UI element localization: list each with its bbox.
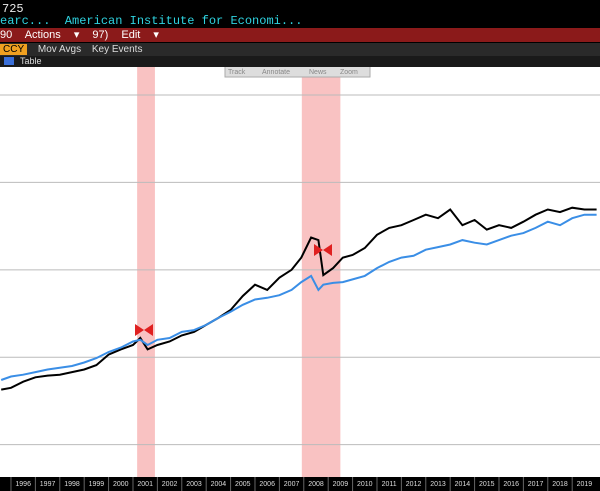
menu-label: Actions	[24, 29, 61, 41]
toolbar-button[interactable]: CCY	[0, 44, 28, 55]
ticker: 725	[2, 2, 24, 16]
recession-band	[301, 67, 341, 477]
plot-area	[0, 67, 600, 477]
x-tick-label: 1997	[40, 481, 56, 488]
x-tick-label: 2004	[211, 481, 227, 488]
x-tick-label: 2001	[137, 481, 153, 488]
x-tick-label: 2003	[186, 481, 202, 488]
series-line	[1, 206, 597, 391]
chart-icon[interactable]	[4, 57, 14, 65]
security-description: earc... American Institute for Economi..…	[0, 14, 303, 28]
x-tick-label: 2014	[455, 481, 471, 488]
series-line	[0, 213, 597, 381]
tool-button[interactable]: News	[309, 69, 327, 76]
x-tick-label: 2002	[162, 481, 178, 488]
x-tick-label: 2018	[552, 481, 568, 488]
menu-bar: 90 Actions ▾ 97) Edit ▾	[0, 28, 600, 42]
menu-label: Edit	[121, 29, 141, 41]
event-marker	[135, 324, 153, 336]
x-tick-label: 2012	[406, 481, 422, 488]
x-tick-label: 2016	[503, 481, 519, 488]
chart-tools: Track Annotate News Zoom	[224, 65, 371, 78]
x-tick-label: 2011	[382, 481, 397, 488]
x-tick-label: 2005	[235, 481, 251, 488]
x-tick-label: 2019	[577, 481, 593, 488]
x-tick-label: 2008	[308, 481, 324, 488]
tool-button[interactable]: Annotate	[262, 69, 290, 76]
toolbar: CCY Mov Avgs Key Events	[0, 43, 600, 56]
event-marker	[314, 244, 332, 256]
toolbar-button[interactable]: Key Events	[91, 44, 143, 55]
x-tick-label: 2013	[430, 481, 446, 488]
menu-number: 90	[0, 29, 13, 41]
menu-item[interactable]: 90 Actions ▾	[0, 29, 80, 41]
x-tick-label: 2006	[259, 481, 275, 488]
tool-button[interactable]: Track	[228, 69, 246, 76]
tab[interactable]: Table	[20, 56, 42, 66]
menu-item[interactable]: 97) Edit ▾	[92, 29, 159, 41]
x-tick-label: 2017	[528, 481, 544, 488]
toolbar-button[interactable]: Mov Avgs	[37, 44, 82, 55]
menu-number: 97)	[92, 29, 109, 41]
tool-button[interactable]: Zoom	[340, 69, 358, 76]
tab-bar: Table	[0, 56, 600, 67]
recession-band	[137, 67, 155, 477]
x-tick-label: 1996	[15, 481, 31, 488]
x-tick-label: 2000	[113, 481, 129, 488]
x-tick-label: 2009	[333, 481, 349, 488]
x-tick-label: 2015	[479, 481, 495, 488]
x-tick-label: 1999	[89, 481, 105, 488]
x-tick-label: 1998	[64, 481, 80, 488]
x-tick-label: 2007	[284, 481, 300, 488]
x-tick-label: 2010	[357, 481, 373, 488]
